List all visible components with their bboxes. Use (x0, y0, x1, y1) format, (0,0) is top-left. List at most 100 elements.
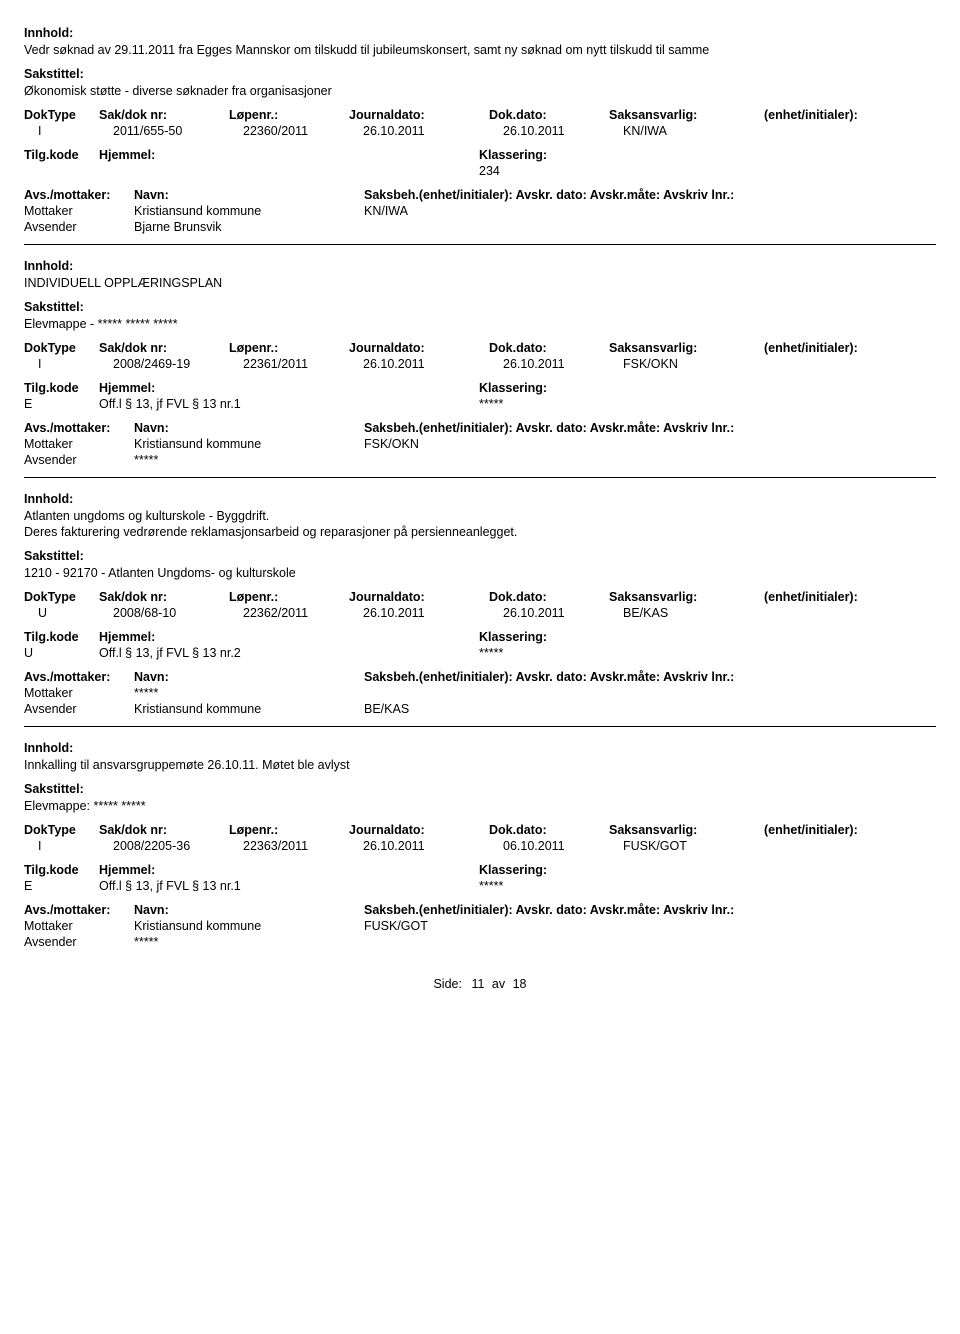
val-dokdato: 26.10.2011 (503, 606, 623, 620)
avsender-code (364, 220, 564, 234)
innhold-text: Vedr søknad av 29.11.2011 fra Egges Mann… (24, 42, 936, 59)
col-sakdok: Sak/dok nr: (99, 341, 229, 355)
col-dokdato: Dok.dato: (489, 590, 609, 604)
avsender-label: Avsender (24, 220, 134, 234)
mottaker-row: Mottaker Kristiansund kommune KN/IWA (24, 204, 936, 218)
avsender-label: Avsender (24, 935, 134, 949)
mottaker-name: Kristiansund kommune (134, 437, 364, 451)
val-sakdok: 2008/2469-19 (113, 357, 243, 371)
meta-header-row: DokType Sak/dok nr: Løpenr.: Journaldato… (24, 341, 936, 355)
val-saksansvarlig: BE/KAS (623, 606, 778, 620)
meta-header-row: DokType Sak/dok nr: Løpenr.: Journaldato… (24, 590, 936, 604)
tilg-value-row: E Off.l § 13, jf FVL § 13 nr.1 ***** (24, 397, 936, 411)
col-dokdato: Dok.dato: (489, 823, 609, 837)
meta-header-row: DokType Sak/dok nr: Løpenr.: Journaldato… (24, 823, 936, 837)
avsender-label: Avsender (24, 453, 134, 467)
col-doktype: DokType (24, 108, 99, 122)
col-doktype: DokType (24, 590, 99, 604)
col-enhet: (enhet/initialer): (764, 108, 914, 122)
val-klassering: ***** (479, 879, 679, 893)
val-lopenr: 22363/2011 (243, 839, 363, 853)
page-total: 18 (513, 977, 527, 991)
sakstittel-text: Økonomisk støtte - diverse søknader fra … (24, 83, 936, 100)
innhold-label: Innhold: (24, 259, 936, 273)
avsender-label: Avsender (24, 702, 134, 716)
col-lopenr: Løpenr.: (229, 341, 349, 355)
avsender-code (364, 935, 564, 949)
col-sakdok: Sak/dok nr: (99, 108, 229, 122)
tilg-header-row: Tilg.kode Hjemmel: Klassering: (24, 630, 936, 644)
mottaker-name: ***** (134, 686, 364, 700)
val-saksansvarlig: KN/IWA (623, 124, 778, 138)
col-tilgkode: Tilg.kode (24, 148, 99, 162)
val-saksansvarlig: FUSK/GOT (623, 839, 778, 853)
mottaker-label: Mottaker (24, 437, 134, 451)
sakstittel-text: Elevmappe: ***** ***** (24, 798, 936, 815)
col-journaldato: Journaldato: (349, 823, 489, 837)
val-tilgkode: E (24, 397, 99, 411)
col-saksansvarlig: Saksansvarlig: (609, 823, 764, 837)
val-sakdok: 2011/655-50 (113, 124, 243, 138)
innhold-label: Innhold: (24, 741, 936, 755)
col-doktype: DokType (24, 341, 99, 355)
val-enhet (778, 839, 928, 853)
sakstittel-label: Sakstittel: (24, 300, 936, 314)
col-journaldato: Journaldato: (349, 590, 489, 604)
val-klassering: 234 (479, 164, 679, 178)
avsender-name: Bjarne Brunsvik (134, 220, 364, 234)
innhold-text: Atlanten ungdoms og kulturskole - Byggdr… (24, 508, 936, 542)
val-hjemmel: Off.l § 13, jf FVL § 13 nr.1 (99, 397, 479, 411)
avsender-row: Avsender ***** (24, 453, 936, 467)
col-tilgkode: Tilg.kode (24, 863, 99, 877)
meta-value-row: I 2008/2205-36 22363/2011 26.10.2011 06.… (24, 839, 936, 853)
tilg-header-row: Tilg.kode Hjemmel: Klassering: (24, 863, 936, 877)
val-doktype: I (24, 357, 113, 371)
val-journaldato: 26.10.2011 (363, 839, 503, 853)
col-hjemmel: Hjemmel: (99, 630, 479, 644)
meta-header-row: DokType Sak/dok nr: Løpenr.: Journaldato… (24, 108, 936, 122)
record-separator (24, 244, 936, 245)
col-saksbeh: Saksbeh.(enhet/initialer): Avskr. dato: … (364, 670, 934, 684)
val-klassering: ***** (479, 397, 679, 411)
col-tilgkode: Tilg.kode (24, 381, 99, 395)
meta-value-row: U 2008/68-10 22362/2011 26.10.2011 26.10… (24, 606, 936, 620)
col-navn: Navn: (134, 188, 364, 202)
party-header-row: Avs./mottaker: Navn: Saksbeh.(enhet/init… (24, 903, 936, 917)
journal-record: Innhold: Innkalling til ansvarsgruppemøt… (24, 741, 936, 949)
col-navn: Navn: (134, 421, 364, 435)
col-navn: Navn: (134, 670, 364, 684)
val-lopenr: 22362/2011 (243, 606, 363, 620)
val-doktype: I (24, 839, 113, 853)
party-header-row: Avs./mottaker: Navn: Saksbeh.(enhet/init… (24, 670, 936, 684)
col-dokdato: Dok.dato: (489, 341, 609, 355)
col-enhet: (enhet/initialer): (764, 823, 914, 837)
val-lopenr: 22361/2011 (243, 357, 363, 371)
col-klassering: Klassering: (479, 148, 679, 162)
avsender-row: Avsender Kristiansund kommune BE/KAS (24, 702, 936, 716)
col-dokdato: Dok.dato: (489, 108, 609, 122)
val-dokdato: 26.10.2011 (503, 357, 623, 371)
avsender-row: Avsender Bjarne Brunsvik (24, 220, 936, 234)
record-separator (24, 726, 936, 727)
col-avsmottaker: Avs./mottaker: (24, 670, 134, 684)
val-klassering: ***** (479, 646, 679, 660)
meta-value-row: I 2011/655-50 22360/2011 26.10.2011 26.1… (24, 124, 936, 138)
val-hjemmel: Off.l § 13, jf FVL § 13 nr.2 (99, 646, 479, 660)
mottaker-row: Mottaker Kristiansund kommune FUSK/GOT (24, 919, 936, 933)
val-hjemmel: Off.l § 13, jf FVL § 13 nr.1 (99, 879, 479, 893)
meta-value-row: I 2008/2469-19 22361/2011 26.10.2011 26.… (24, 357, 936, 371)
col-lopenr: Løpenr.: (229, 590, 349, 604)
sakstittel-text: Elevmappe - ***** ***** ***** (24, 316, 936, 333)
col-avsmottaker: Avs./mottaker: (24, 903, 134, 917)
mottaker-code: FUSK/GOT (364, 919, 564, 933)
col-klassering: Klassering: (479, 630, 679, 644)
side-label: Side: (433, 977, 462, 991)
mottaker-label: Mottaker (24, 919, 134, 933)
journal-record: Innhold: Vedr søknad av 29.11.2011 fra E… (24, 26, 936, 234)
val-enhet (778, 124, 928, 138)
col-lopenr: Løpenr.: (229, 823, 349, 837)
sakstittel-label: Sakstittel: (24, 67, 936, 81)
tilg-header-row: Tilg.kode Hjemmel: Klassering: (24, 381, 936, 395)
val-enhet (778, 606, 928, 620)
col-lopenr: Løpenr.: (229, 108, 349, 122)
